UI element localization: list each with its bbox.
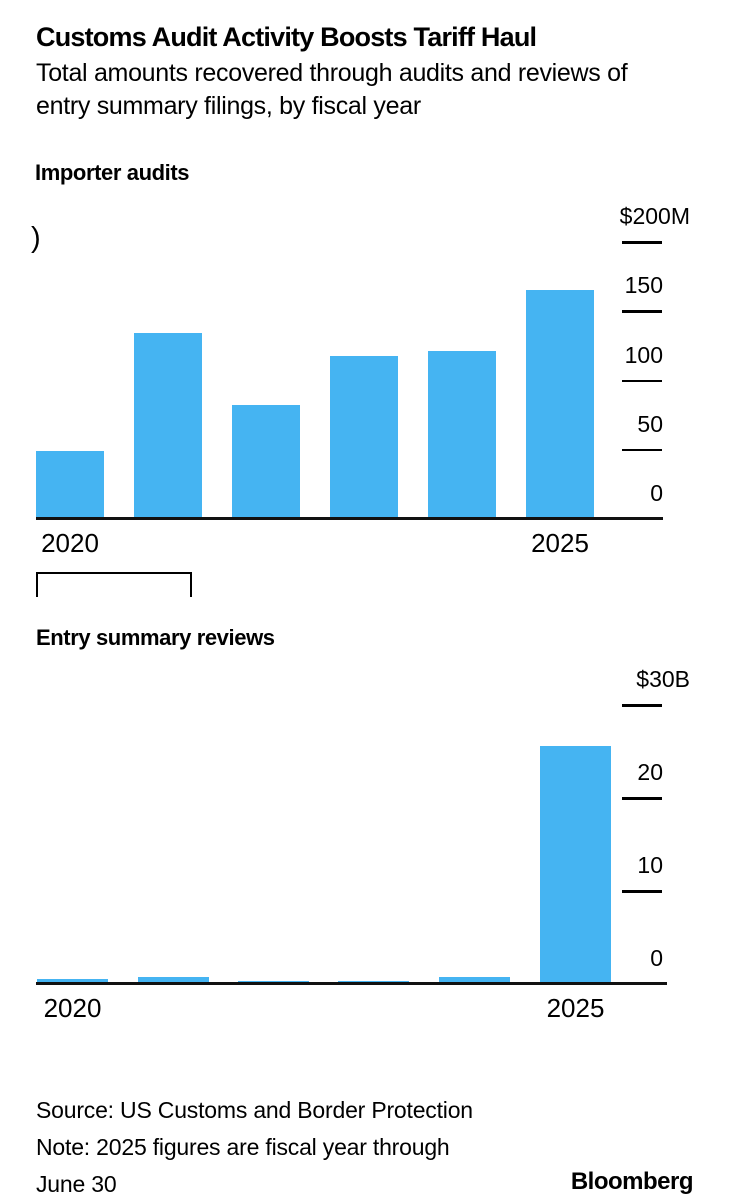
importer-audits-bar-2021 <box>134 333 202 519</box>
importer-audits-bar-2023 <box>330 355 398 519</box>
note-line-1: Note: 2025 figures are fiscal year throu… <box>36 1134 450 1160</box>
bloomberg-logo: Bloomberg <box>570 1168 694 1195</box>
footer-notes: Source: US Customs and Border Protection… <box>36 1092 473 1200</box>
importer-audits-ytick-label-0: 0 <box>650 480 663 506</box>
importer-audits-ytick-150 <box>622 310 662 313</box>
importer-audits-xtick-label-2025: 2025 <box>531 528 589 558</box>
entry-summary-reviews-ytick-10 <box>622 890 662 893</box>
importer-audits-xtick-label-2020: 2020 <box>41 528 99 558</box>
entry-summary-reviews-x-axis-line <box>36 982 667 985</box>
importer-audits-x-axis-line <box>36 517 663 520</box>
importer-audits-ytick-100 <box>622 379 662 382</box>
entry-summary-reviews-xtick-label-2025: 2025 <box>546 993 605 1023</box>
note-line-2: June 30 <box>36 1171 117 1197</box>
entry-summary-reviews-ytick-30 <box>622 704 662 707</box>
page-title: Customs Audit Activity Boosts Tariff Hau… <box>36 22 537 52</box>
source-line: Source: US Customs and Border Protection <box>36 1097 473 1123</box>
entry-summary-reviews-ytick-label-30: $30B <box>636 666 690 692</box>
entry-summary-reviews-bar-2025 <box>540 745 611 984</box>
importer-audits-bar-2022 <box>232 405 300 519</box>
entry-summary-reviews-ytick-label-0: 0 <box>650 945 663 971</box>
chart2-heading: Entry summary reviews <box>36 625 275 650</box>
chart1-heading: Importer audits <box>35 160 190 185</box>
importer-audits-bar-2025 <box>526 290 594 519</box>
entry-summary-reviews-bar-2024 <box>439 976 510 984</box>
importer-audits-ytick-200 <box>622 241 662 244</box>
importer-audits-ytick-50 <box>622 448 662 452</box>
importer-audits-bar-2020 <box>36 451 104 519</box>
entry-summary-reviews-ytick-20 <box>622 797 662 800</box>
entry-summary-reviews-ytick-label-20: 20 <box>637 759 663 785</box>
importer-audits-ytick-label-150: 150 <box>624 272 663 299</box>
entry-summary-reviews-ytick-label-10: 10 <box>637 852 663 878</box>
importer-audits-ytick-label-50: 50 <box>637 410 663 437</box>
clipped-box-artifact <box>36 572 192 597</box>
importer-audits-ytick-label-200: $200M <box>619 203 690 229</box>
subtitle-line-1: Total amounts recovered through audits a… <box>36 59 628 87</box>
importer-audits-ytick-label-100: 100 <box>624 341 663 368</box>
entry-summary-reviews-bar-2020 <box>37 979 108 984</box>
entry-summary-reviews-xtick-label-2020: 2020 <box>43 993 102 1023</box>
importer-audits-bar-2024 <box>428 351 496 519</box>
page-subtitle: Total amounts recovered through audits a… <box>36 57 628 123</box>
entry-summary-reviews-bar-2021 <box>138 977 209 984</box>
subtitle-line-2: entry summary filings, by fiscal year <box>36 92 421 120</box>
clipped-axis-label-artifact: ) <box>31 222 41 254</box>
